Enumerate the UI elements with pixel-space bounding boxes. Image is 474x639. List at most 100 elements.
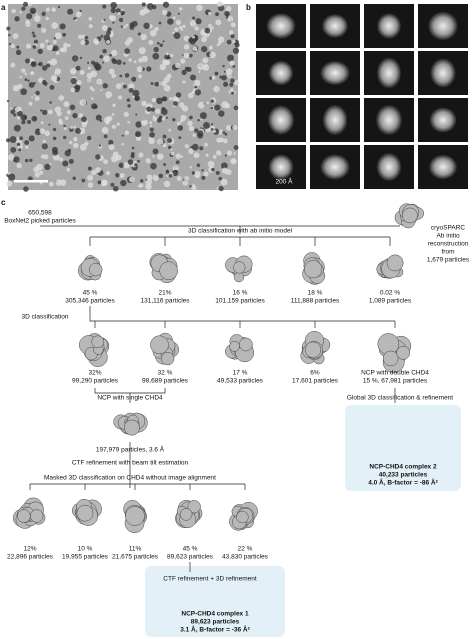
particle [214, 71, 219, 76]
particle [49, 84, 55, 90]
class-percent: 45 % [183, 546, 198, 553]
particle [168, 128, 172, 132]
map-lobe [187, 500, 201, 514]
particle [208, 23, 212, 28]
particle [112, 185, 119, 192]
class-percent: 45 % [83, 290, 98, 297]
particle [115, 173, 120, 178]
particle [66, 167, 71, 172]
particle [215, 150, 222, 156]
particle [175, 92, 182, 98]
particle [175, 170, 178, 173]
particle [63, 124, 66, 128]
particle [49, 163, 52, 166]
particle [52, 136, 57, 141]
particle [169, 53, 174, 58]
particle [218, 41, 222, 45]
particle [173, 101, 178, 106]
particle [205, 153, 209, 157]
particle [159, 63, 166, 71]
particle [233, 79, 240, 86]
particle [175, 160, 180, 165]
particle [149, 121, 153, 125]
particle [39, 128, 46, 134]
particle [79, 144, 87, 151]
particle [199, 146, 204, 151]
particle [22, 1, 29, 7]
particle [6, 180, 13, 187]
particle [152, 175, 159, 182]
map-lobe [233, 271, 245, 283]
map-lobe [89, 262, 103, 277]
particle [199, 112, 207, 120]
particle [112, 21, 115, 24]
particle [228, 90, 231, 94]
particle [188, 53, 193, 58]
particle [63, 42, 69, 49]
particle [184, 66, 190, 72]
particle [157, 153, 164, 160]
particle [232, 47, 240, 54]
particle [149, 131, 155, 138]
particle [84, 35, 89, 40]
particle [96, 78, 103, 85]
particle [150, 82, 154, 85]
particle [75, 128, 81, 134]
particle [45, 39, 49, 43]
particle [88, 24, 93, 29]
step: 3D classification with ab initio model [188, 228, 293, 235]
particle [201, 36, 207, 43]
single-result: 197,979 particles, 3.6 Å [96, 445, 165, 454]
class-percent: 17 % [233, 370, 248, 377]
particle [115, 154, 122, 161]
particle [79, 70, 85, 75]
particle [161, 106, 166, 111]
particle [162, 9, 168, 16]
particle [16, 162, 22, 169]
particle [131, 146, 135, 150]
particle [229, 60, 235, 66]
particle [161, 80, 167, 87]
particle [8, 33, 11, 37]
particle [52, 40, 57, 45]
particle [194, 85, 198, 89]
particle [162, 134, 167, 139]
particle [63, 127, 67, 130]
particle [101, 24, 108, 32]
particle [12, 84, 20, 92]
particle [64, 116, 69, 120]
particle [10, 62, 16, 68]
double-stats: 15 %, 67,981 particles [363, 378, 428, 385]
particle [231, 159, 235, 163]
particle [13, 113, 17, 117]
class-particles: 98,689 particles [142, 378, 189, 385]
particle [70, 77, 77, 85]
particle [192, 35, 196, 39]
particle [108, 139, 114, 146]
particle [145, 158, 151, 164]
class-particles: 49,533 particles [217, 378, 264, 385]
particle [45, 16, 49, 21]
particle [133, 60, 137, 64]
particle [121, 8, 124, 12]
particle [124, 48, 131, 55]
particle [226, 72, 233, 79]
particle [6, 99, 10, 103]
particle [180, 114, 187, 121]
particle [172, 96, 178, 102]
particle [48, 181, 54, 187]
particle [220, 162, 228, 170]
particle [21, 68, 26, 73]
particle [162, 143, 167, 148]
step: CTF refinement + 3D refinement [163, 576, 257, 583]
particle [8, 43, 12, 46]
particle [194, 128, 199, 133]
map-lobe [386, 254, 404, 272]
particle [48, 123, 51, 126]
start-label: BoxNet2 picked particles [4, 218, 76, 225]
particle [40, 109, 43, 112]
class-particle [319, 153, 351, 181]
particle [208, 11, 212, 16]
particle [192, 133, 196, 137]
particle [140, 33, 147, 41]
